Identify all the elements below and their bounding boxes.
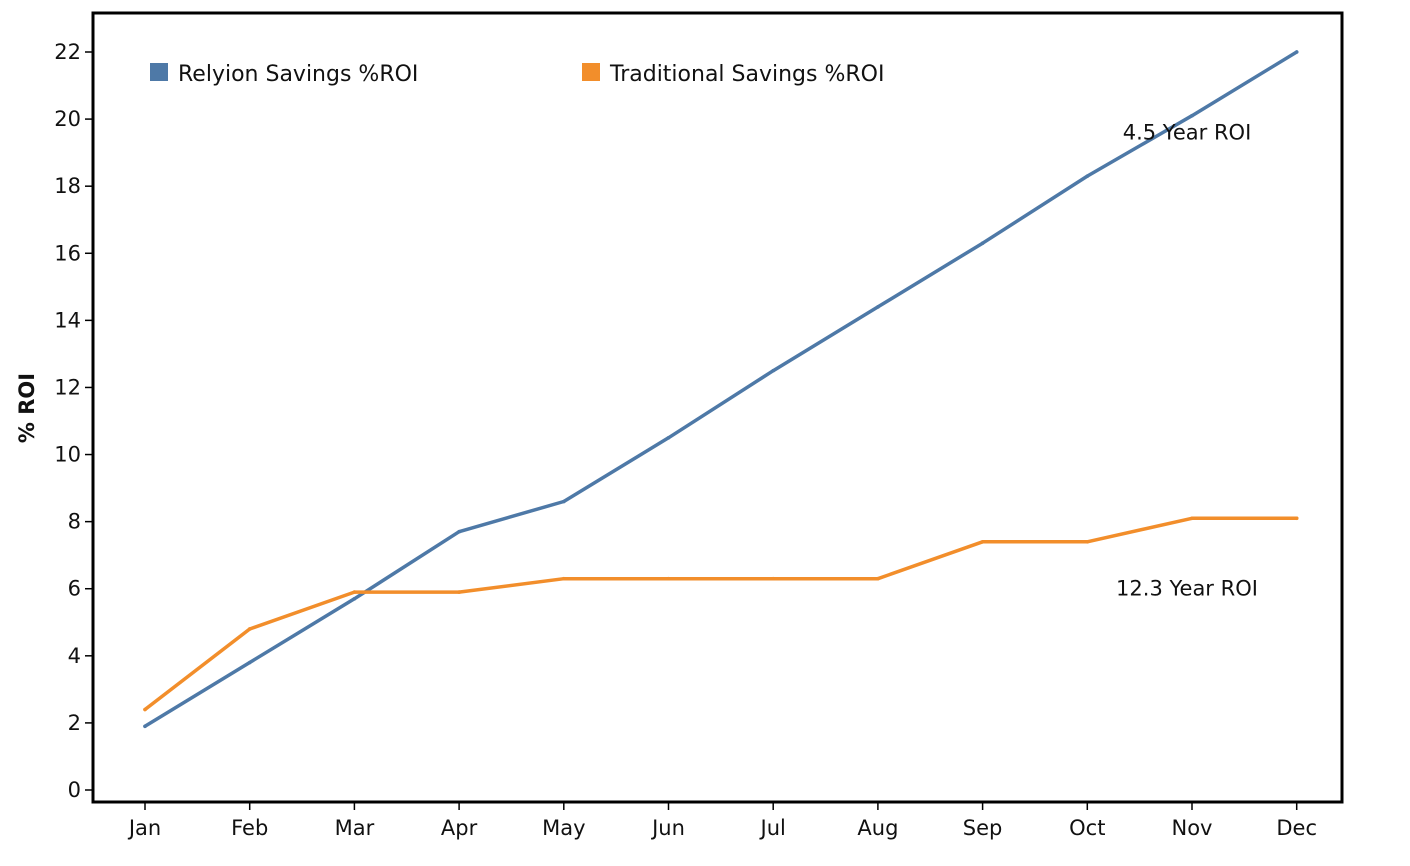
annotations: 4.5 Year ROI 12.3 Year ROI [1116,121,1258,601]
x-tick-label: Mar [335,816,375,840]
y-tick-label: 10 [54,443,81,467]
legend-swatch [150,63,168,81]
data-point [143,707,147,712]
data-point [980,241,985,246]
data-point [247,627,252,631]
x-tick-label: Apr [441,816,478,840]
x-tick-label: Jul [759,816,786,840]
x-tick-label: Feb [231,816,268,840]
data-point [562,576,566,581]
data-point [876,305,880,309]
data-point [1294,50,1299,54]
data-point [980,539,985,544]
x-axis-ticks: Jan Feb Mar Apr May Jun Jul Aug Sep Oct Nov Dec [127,802,1317,840]
data-point [666,576,671,581]
data-point [247,660,252,665]
data-point [1294,516,1299,521]
y-tick-label: 6 [68,577,81,601]
data-point [1190,113,1194,118]
data-point [666,435,671,440]
data-point [352,596,357,601]
legend-swatch [582,63,600,81]
data-point [457,529,461,534]
x-tick-label: May [542,816,585,840]
y-tick-label: 14 [54,308,81,332]
y-tick-label: 8 [68,510,81,534]
data-point [457,590,461,594]
y-tick-label: 4 [68,644,81,668]
x-tick-label: Oct [1069,816,1105,840]
data-point [1190,516,1194,521]
y-tick-label: 0 [68,778,81,802]
data-point [562,499,566,504]
data-point [771,576,775,581]
y-tick-label: 18 [54,174,81,198]
y-tick-label: 22 [54,40,81,64]
data-point [352,590,357,594]
y-axis-label: % ROI [15,373,39,443]
y-axis-ticks: 0 2 4 6 8 10 12 14 16 18 20 22 [54,40,93,802]
y-tick-label: 2 [68,711,81,735]
legend-label: Relyion Savings %ROI [178,62,418,87]
legend: Relyion Savings %ROI Traditional Savings … [150,62,884,87]
data-point [1085,539,1090,544]
roi-annotation: 12.3 Year ROI [1116,577,1258,601]
y-tick-label: 20 [54,107,81,131]
data-point [1085,174,1090,178]
x-tick-label: Nov [1172,816,1213,840]
x-tick-label: Jun [650,816,685,840]
data-point [143,724,147,729]
data-point [876,576,880,581]
series-line-2 [143,516,1299,712]
series-line-1 [143,50,1299,729]
data-point [771,368,775,373]
x-tick-label: Jan [127,816,161,840]
legend-label: Traditional Savings %ROI [609,62,884,87]
x-tick-label: Aug [857,816,898,840]
y-tick-label: 16 [54,241,81,265]
y-tick-label: 12 [54,375,81,399]
series-lines [143,50,1299,729]
roi-annotation: 4.5 Year ROI [1123,121,1252,145]
x-tick-label: Sep [963,816,1003,840]
x-tick-label: Dec [1276,816,1317,840]
